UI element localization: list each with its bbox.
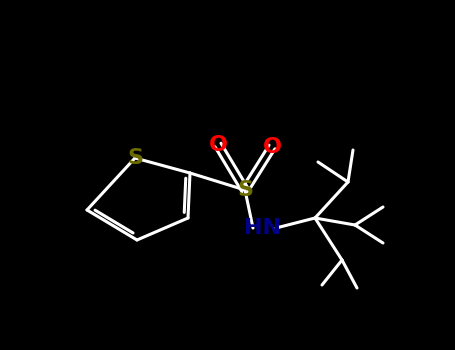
Text: S: S <box>237 180 253 200</box>
Text: HN: HN <box>244 218 282 238</box>
Text: O: O <box>208 135 228 155</box>
Text: O: O <box>263 137 282 157</box>
Text: S: S <box>127 148 143 168</box>
